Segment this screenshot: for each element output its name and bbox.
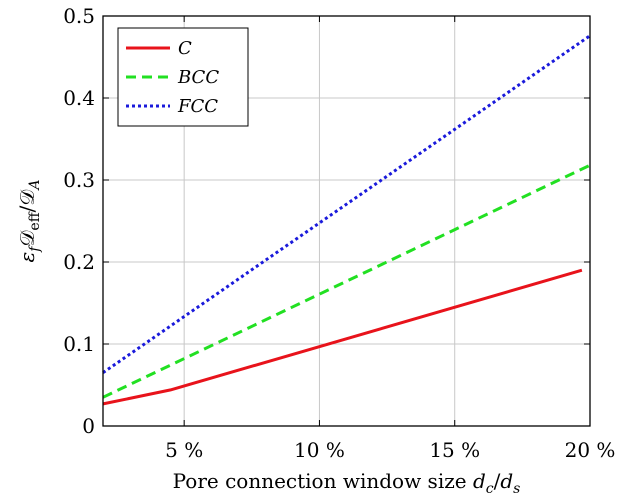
y-tick-label: 0.3 bbox=[63, 168, 95, 192]
y-tick-label: 0.5 bbox=[63, 4, 95, 28]
series-group bbox=[102, 34, 591, 406]
series-line-bcc bbox=[102, 163, 591, 399]
x-tick-label: 5 % bbox=[165, 438, 203, 462]
x-tick-label: 20 % bbox=[565, 438, 616, 462]
series-line-fcc bbox=[102, 34, 591, 374]
y-tick-label: 0.1 bbox=[63, 332, 95, 356]
x-axis-label: Pore connection window size dc/ds bbox=[173, 469, 521, 497]
legend: C BCC FCC bbox=[117, 27, 249, 127]
legend-label-c: C bbox=[178, 38, 192, 59]
x-tick-label: 10 % bbox=[294, 438, 345, 462]
y-tick-label: 0.2 bbox=[63, 250, 95, 274]
series-line-c bbox=[102, 268, 583, 406]
plot-frame bbox=[102, 15, 591, 427]
x-tick-label: 15 % bbox=[429, 438, 480, 462]
legend-label-bcc: BCC bbox=[177, 67, 219, 88]
y-tick-label: 0.4 bbox=[63, 86, 95, 110]
x-axis-ticks: 5 % 10 % 15 % 20 % bbox=[165, 16, 615, 462]
y-tick-label: 0 bbox=[82, 414, 95, 438]
y-axis-ticks: 0 0.1 0.2 0.3 0.4 0.5 bbox=[63, 4, 590, 438]
y-axis-label: εf𝒟eff/𝒟A bbox=[15, 180, 43, 263]
legend-box bbox=[117, 27, 249, 127]
legend-label-fcc: FCC bbox=[177, 96, 218, 117]
